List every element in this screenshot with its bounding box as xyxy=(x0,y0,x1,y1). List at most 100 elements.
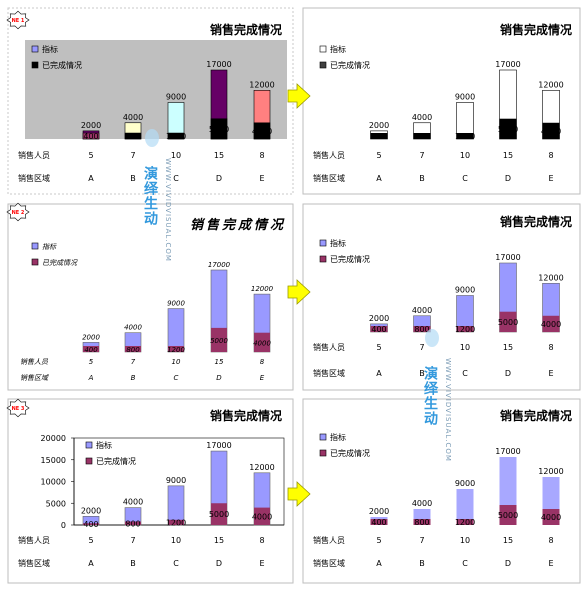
bar-done xyxy=(370,519,388,525)
data-label-target: 12000 xyxy=(249,463,274,472)
legend-swatch-target xyxy=(319,239,327,247)
row-label-people: 销售人员 xyxy=(20,358,49,366)
y-tick-label: 10000 xyxy=(41,478,66,487)
data-label-done: 5000 xyxy=(209,510,229,519)
category-label: 10 xyxy=(172,358,181,366)
data-label-done: 5000 xyxy=(209,125,229,134)
category-label: 15 xyxy=(503,343,513,352)
region-label: B xyxy=(130,559,136,568)
legend-swatch-done xyxy=(31,258,39,266)
row-label-region: 销售区域 xyxy=(18,173,50,183)
category-label: 7 xyxy=(130,151,135,160)
category-label: 7 xyxy=(419,536,424,545)
y-tick-label: 5000 xyxy=(46,499,66,508)
bar-done xyxy=(413,519,431,525)
legend-label-target: 指标 xyxy=(330,44,346,54)
region-label: B xyxy=(419,369,425,378)
data-label-done: 400 xyxy=(84,346,98,354)
region-label: E xyxy=(260,374,265,382)
data-label-done: 800 xyxy=(126,346,140,354)
data-label-done: 1200 xyxy=(166,518,186,527)
starburst-badge-icon xyxy=(6,202,30,222)
region-label: D xyxy=(505,559,511,568)
data-label-target: 12000 xyxy=(538,273,563,282)
legend-label-target: 指标 xyxy=(330,238,346,248)
data-label-done: 1200 xyxy=(455,132,475,141)
legend-label-done: 已完成情况 xyxy=(96,456,136,466)
region-label: A xyxy=(376,559,382,568)
right-arrow-icon xyxy=(287,481,311,507)
region-label: D xyxy=(216,559,222,568)
legend-label-target: 指标 xyxy=(96,440,112,450)
bar-done xyxy=(125,346,141,352)
category-label: 15 xyxy=(215,358,224,366)
bar-done xyxy=(82,132,100,140)
data-label-done: 4000 xyxy=(252,512,272,521)
data-label-target: 4000 xyxy=(123,113,143,122)
data-label-target: 17000 xyxy=(206,441,231,450)
data-label-done: 4000 xyxy=(253,339,271,347)
chart-title: 销售完成情况 xyxy=(210,22,282,37)
data-label-done: 400 xyxy=(371,325,386,334)
watermarks-layer: 演绎生动 WWW.VIVIDVISUAL.COM 演绎生动 WWW.VIVIDVISU… xyxy=(142,129,452,462)
data-label-done: 400 xyxy=(83,132,98,141)
data-label-target: 17000 xyxy=(495,60,520,69)
row-label-people: 销售人员 xyxy=(313,535,345,545)
data-label-target: 9000 xyxy=(455,285,475,294)
bar-done xyxy=(254,507,270,525)
data-label-done: 4000 xyxy=(541,513,561,522)
region-label: D xyxy=(216,374,222,382)
data-label-target: 17000 xyxy=(495,253,520,262)
data-label-target: 12000 xyxy=(251,285,274,293)
data-label-target: 9000 xyxy=(166,92,186,101)
legend-swatch-target xyxy=(31,242,39,250)
row-label-region: 销售区域 xyxy=(313,368,345,378)
region-label: E xyxy=(548,174,553,183)
bar-done xyxy=(413,133,431,139)
bar-done xyxy=(211,503,227,525)
data-label-done: 800 xyxy=(125,132,140,141)
category-label: 5 xyxy=(376,536,381,545)
category-label: 10 xyxy=(460,151,470,160)
watermark: 演绎生动 WWW.VIVIDVISUAL.COM xyxy=(422,329,452,462)
chart-title: 销售完成情况 xyxy=(500,408,572,423)
panel-frame xyxy=(302,203,581,391)
bar-done xyxy=(542,315,560,332)
data-label-done: 4000 xyxy=(541,127,561,136)
data-label-done: 5000 xyxy=(498,318,518,327)
row-label-people: 销售人员 xyxy=(18,535,50,545)
category-label: 15 xyxy=(214,151,224,160)
data-label-target: 4000 xyxy=(412,113,432,122)
bar-done xyxy=(168,519,184,525)
region-label: B xyxy=(419,174,425,183)
bar-done xyxy=(542,122,560,139)
category-label: 5 xyxy=(89,358,94,366)
data-label-target: 9000 xyxy=(167,300,185,308)
legend-swatch-done xyxy=(319,449,327,457)
category-label: 7 xyxy=(130,536,135,545)
category-label: 7 xyxy=(419,151,424,160)
starburst-badge-icon xyxy=(6,398,30,418)
data-label-done: 5000 xyxy=(210,337,228,345)
y-tick-label: 0 xyxy=(61,521,66,530)
bar-done xyxy=(456,519,474,525)
region-label: D xyxy=(505,174,511,183)
region-label: A xyxy=(88,174,94,183)
region-label: E xyxy=(259,174,264,183)
category-label: 8 xyxy=(548,536,553,545)
arrows-layer xyxy=(287,83,311,507)
bar-done xyxy=(124,132,142,140)
region-label: B xyxy=(419,559,425,568)
region-label: D xyxy=(216,174,222,183)
chart-title: 销售完成情况 xyxy=(190,217,286,233)
data-label-target: 2000 xyxy=(369,507,389,516)
watermark-title: 演绎生动 xyxy=(142,165,158,226)
bar-done xyxy=(499,505,517,525)
bird-logo-icon xyxy=(425,329,439,347)
watermark-url: WWW.VIVIDVISUAL.COM xyxy=(444,358,452,462)
category-label: 5 xyxy=(376,151,381,160)
data-label-target: 17000 xyxy=(206,60,231,69)
